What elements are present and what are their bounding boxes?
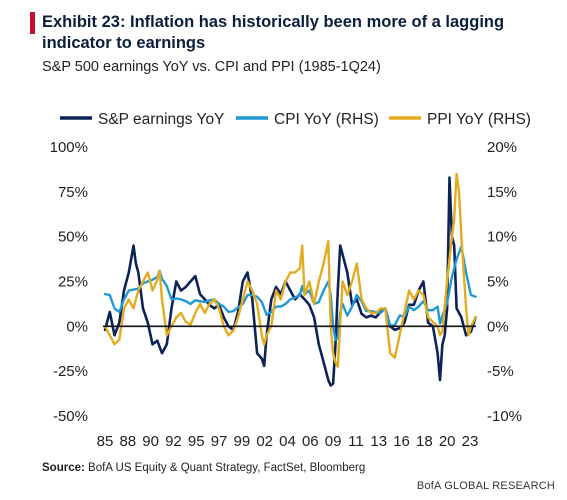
x-tick-label: 06 — [302, 433, 319, 450]
y-left-tick-label: -50% — [53, 408, 88, 425]
x-tick-label: 13 — [370, 433, 387, 450]
x-tick-label: 23 — [462, 433, 479, 450]
y-right-tick-label: 15% — [487, 184, 517, 201]
legend-label-2: PPI YoY (RHS) — [427, 111, 531, 128]
brand-label: BofA GLOBAL RESEARCH — [416, 480, 555, 492]
y-left-tick-label: 0% — [66, 318, 88, 335]
x-tick-label: 90 — [142, 433, 159, 450]
y-left-tick-label: 75% — [58, 184, 88, 201]
y-right-tick-label: 0% — [487, 318, 509, 335]
y-left-tick-label: -25% — [53, 363, 88, 380]
y-left-tick-label: 100% — [50, 139, 88, 156]
x-tick-label: 97 — [211, 433, 228, 450]
source-text: BofA US Equity & Quant Strategy, FactSet… — [84, 462, 366, 474]
y-right-tick-label: -5% — [487, 363, 514, 380]
x-tick-label: 92 — [165, 433, 182, 450]
legend-label-1: CPI YoY (RHS) — [274, 111, 379, 128]
x-tick-label: 18 — [416, 433, 433, 450]
x-tick-label: 88 — [119, 433, 136, 450]
source-label: Source: — [42, 462, 85, 474]
y-right-tick-label: 5% — [487, 274, 509, 291]
x-tick-label: 04 — [279, 433, 296, 450]
legend-label-0: S&P earnings YoY — [98, 111, 224, 128]
y-right-tick-label: -10% — [487, 408, 522, 425]
series-line-2 — [103, 172, 477, 368]
series-line-1 — [103, 245, 477, 341]
x-tick-label: 99 — [234, 433, 251, 450]
x-tick-label: 16 — [393, 433, 410, 450]
x-tick-label: 95 — [188, 433, 205, 450]
x-tick-label: 11 — [348, 433, 364, 450]
x-tick-label: 02 — [256, 433, 273, 450]
title-accent-bar — [30, 12, 35, 34]
x-tick-label: 85 — [97, 433, 114, 450]
chart-subtitle: S&P 500 earnings YoY vs. CPI and PPI (19… — [42, 59, 381, 75]
y-left-tick-label: 25% — [58, 274, 88, 291]
y-right-tick-label: 10% — [487, 229, 517, 246]
y-right-tick-label: 20% — [487, 139, 517, 156]
source-note: Source: BofA US Equity & Quant Strategy,… — [42, 462, 365, 474]
chart-title: Exhibit 23: Inflation has historically b… — [42, 13, 505, 52]
x-tick-label: 20 — [439, 433, 456, 450]
x-tick-label: 09 — [325, 433, 342, 450]
y-left-tick-label: 50% — [58, 229, 88, 246]
